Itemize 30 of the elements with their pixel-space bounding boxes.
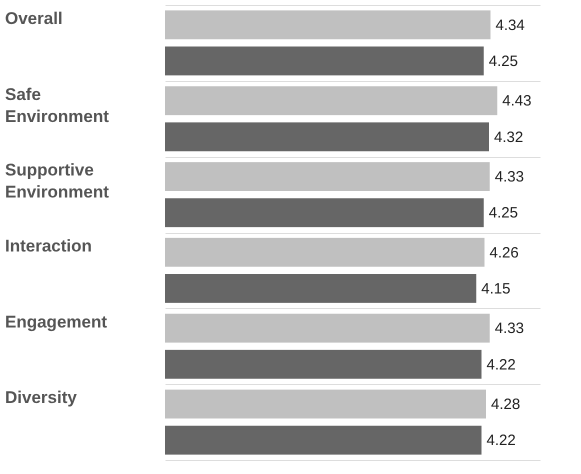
bar [165, 122, 489, 152]
bar [165, 238, 484, 267]
data-label: 4.34 [496, 16, 525, 34]
y-tick-label: Overall [5, 9, 63, 28]
data-label: 4.33 [494, 320, 524, 338]
data-label: 4.15 [481, 280, 510, 298]
data-label: 4.25 [488, 204, 518, 222]
bar [165, 46, 484, 76]
bar [165, 86, 498, 116]
data-label: 4.28 [491, 396, 520, 414]
data-label: 4.33 [494, 168, 524, 186]
y-tick-label: Interaction [5, 236, 92, 256]
y-tick-label: Engagement [5, 312, 108, 332]
bar [165, 198, 484, 228]
bar [165, 426, 482, 455]
data-label: 4.26 [490, 244, 519, 262]
data-label: 4.43 [502, 92, 532, 110]
data-label: 4.22 [486, 356, 516, 374]
bar [165, 274, 476, 303]
bar [165, 390, 486, 418]
y-tick-label: Supportive Environment [5, 160, 110, 202]
bar [165, 162, 490, 191]
data-label: 4.25 [488, 52, 518, 70]
bar [165, 350, 482, 379]
bar [165, 10, 490, 40]
data-label: 4.22 [486, 432, 516, 450]
data-label: 4.32 [494, 128, 524, 146]
y-tick-label: Safe Environment [5, 84, 110, 126]
y-tick-label: Diversity [5, 388, 78, 408]
bar [165, 314, 490, 343]
